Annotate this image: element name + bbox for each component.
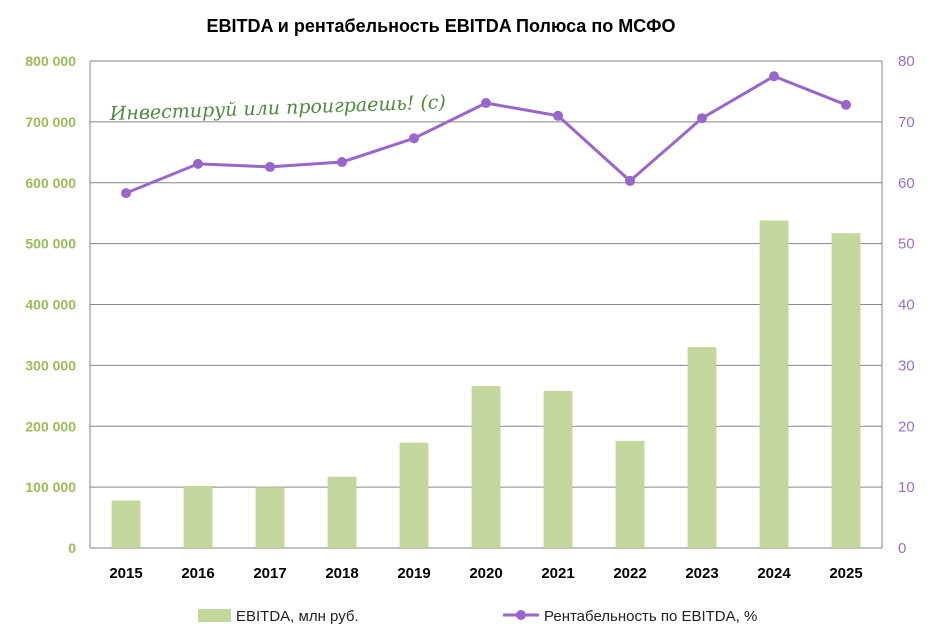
margin-point-2024 bbox=[769, 71, 779, 82]
legend-swatch-ebitda bbox=[198, 609, 231, 622]
margin-point-2023 bbox=[697, 113, 707, 124]
left-axis-tick-label: 400 000 bbox=[25, 297, 76, 313]
x-axis-tick-label: 2020 bbox=[469, 565, 502, 582]
bar-2024 bbox=[759, 220, 789, 548]
left-axis-tick-label: 600 000 bbox=[25, 175, 76, 191]
left-axis-ticks: 0 100 000 200 000 300 000 400 000 500 000 600 … bbox=[25, 53, 76, 556]
bar-2016 bbox=[183, 485, 213, 548]
right-axis-tick-label: 50 bbox=[898, 236, 915, 253]
legend-label-margin: Рентабельность по EBITDA, % bbox=[544, 608, 757, 625]
bar-2017 bbox=[255, 487, 285, 548]
right-axis-tick-label: 30 bbox=[898, 357, 915, 374]
x-axis-tick-label: 2021 bbox=[541, 565, 574, 582]
left-axis-tick-label: 0 bbox=[68, 540, 76, 556]
margin-point-2019 bbox=[409, 133, 419, 144]
margin-point-2025 bbox=[841, 99, 851, 110]
x-axis-tick-label: 2025 bbox=[829, 565, 862, 582]
right-axis-tick-label: 0 bbox=[898, 540, 906, 557]
right-axis-tick-label: 40 bbox=[898, 297, 915, 314]
legend-label-ebitda: EBITDA, млн руб. bbox=[236, 608, 359, 625]
bar-2015 bbox=[111, 500, 141, 548]
left-axis-tick-label: 200 000 bbox=[25, 418, 76, 434]
right-axis-tick-label: 10 bbox=[898, 479, 915, 496]
right-axis-tick-label: 60 bbox=[898, 175, 915, 192]
x-axis-tick-label: 2023 bbox=[685, 565, 718, 582]
left-axis-tick-label: 300 000 bbox=[25, 357, 76, 373]
x-axis-tick-label: 2018 bbox=[325, 565, 358, 582]
ebitda-bars bbox=[111, 220, 861, 548]
bar-2018 bbox=[327, 476, 357, 548]
left-axis-tick-label: 100 000 bbox=[25, 479, 76, 495]
right-axis-tick-label: 70 bbox=[898, 114, 915, 131]
bar-2020 bbox=[471, 386, 501, 548]
legend-swatch-margin-marker bbox=[516, 610, 526, 620]
watermark-text: Инвестируй или проиграешь! (с) bbox=[108, 91, 446, 125]
left-axis-tick-label: 700 000 bbox=[25, 114, 76, 130]
right-axis-tick-label: 20 bbox=[898, 418, 915, 435]
chart-title: EBITDA и рентабельность EBITDA Полюса по… bbox=[206, 16, 675, 36]
bar-2022 bbox=[615, 440, 645, 548]
left-axis-tick-label: 800 000 bbox=[25, 53, 76, 69]
margin-point-2021 bbox=[553, 110, 563, 121]
margin-series-line bbox=[125, 74, 847, 195]
bar-2025 bbox=[831, 233, 861, 548]
x-axis-tick-label: 2024 bbox=[757, 565, 791, 582]
margin-point-2015 bbox=[121, 188, 131, 199]
bar-2021 bbox=[543, 390, 573, 548]
margin-line bbox=[121, 71, 851, 199]
right-axis-tick-label: 80 bbox=[898, 53, 915, 70]
right-axis-ticks: 0 10 20 30 40 50 60 70 80 bbox=[898, 53, 915, 557]
bar-2023 bbox=[687, 347, 717, 548]
gridlines bbox=[89, 60, 883, 549]
left-axis-tick-label: 500 000 bbox=[25, 236, 76, 252]
x-axis-tick-label: 2019 bbox=[397, 565, 430, 582]
legend: EBITDA, млн руб. Рентабельность по EBITD… bbox=[198, 608, 757, 625]
margin-point-2018 bbox=[337, 157, 347, 168]
margin-point-2016 bbox=[193, 158, 203, 169]
x-axis-tick-label: 2017 bbox=[253, 565, 286, 582]
margin-point-2017 bbox=[265, 161, 275, 172]
bar-2019 bbox=[399, 442, 429, 548]
x-axis-ticks: 2015 2016 2017 2018 2019 2020 2021 2022 2023 2024… bbox=[109, 565, 862, 582]
x-axis-tick-label: 2015 bbox=[109, 565, 142, 582]
margin-point-2022 bbox=[625, 175, 635, 186]
margin-point-2020 bbox=[481, 98, 491, 109]
x-axis-tick-label: 2022 bbox=[613, 565, 646, 582]
x-axis-tick-label: 2016 bbox=[181, 565, 214, 582]
